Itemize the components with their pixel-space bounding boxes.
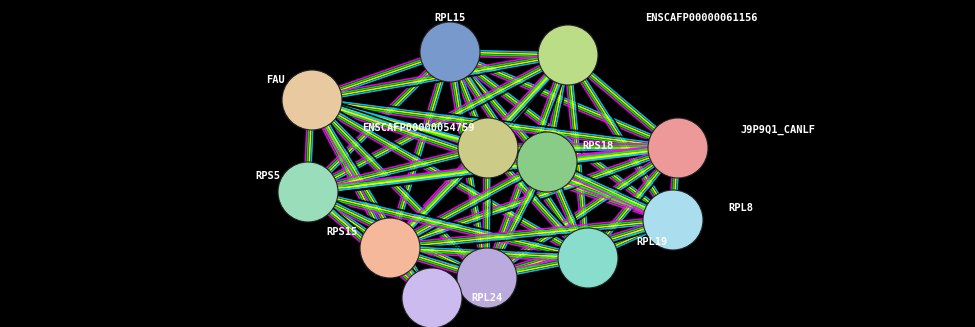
Text: FAU: FAU — [266, 75, 285, 85]
Text: ENSCAFP00000061156: ENSCAFP00000061156 — [645, 13, 758, 23]
Text: RPS5: RPS5 — [255, 171, 280, 181]
Text: RPL19: RPL19 — [636, 237, 667, 247]
Text: RPS18: RPS18 — [582, 141, 613, 151]
Circle shape — [558, 228, 618, 288]
Text: RPS15: RPS15 — [327, 227, 358, 237]
Circle shape — [282, 70, 342, 130]
Circle shape — [457, 248, 517, 308]
Text: RPL8: RPL8 — [728, 203, 753, 213]
Text: RPL15: RPL15 — [435, 13, 466, 23]
Circle shape — [360, 218, 420, 278]
Circle shape — [538, 25, 598, 85]
Circle shape — [648, 118, 708, 178]
Text: ENSCAFP00000054759: ENSCAFP00000054759 — [363, 123, 475, 133]
Circle shape — [643, 190, 703, 250]
Circle shape — [458, 118, 518, 178]
Circle shape — [402, 268, 462, 327]
Circle shape — [420, 22, 480, 82]
Circle shape — [278, 162, 338, 222]
Text: RPL24: RPL24 — [471, 293, 503, 303]
Text: J9P9Q1_CANLF: J9P9Q1_CANLF — [740, 125, 815, 135]
Circle shape — [517, 132, 577, 192]
